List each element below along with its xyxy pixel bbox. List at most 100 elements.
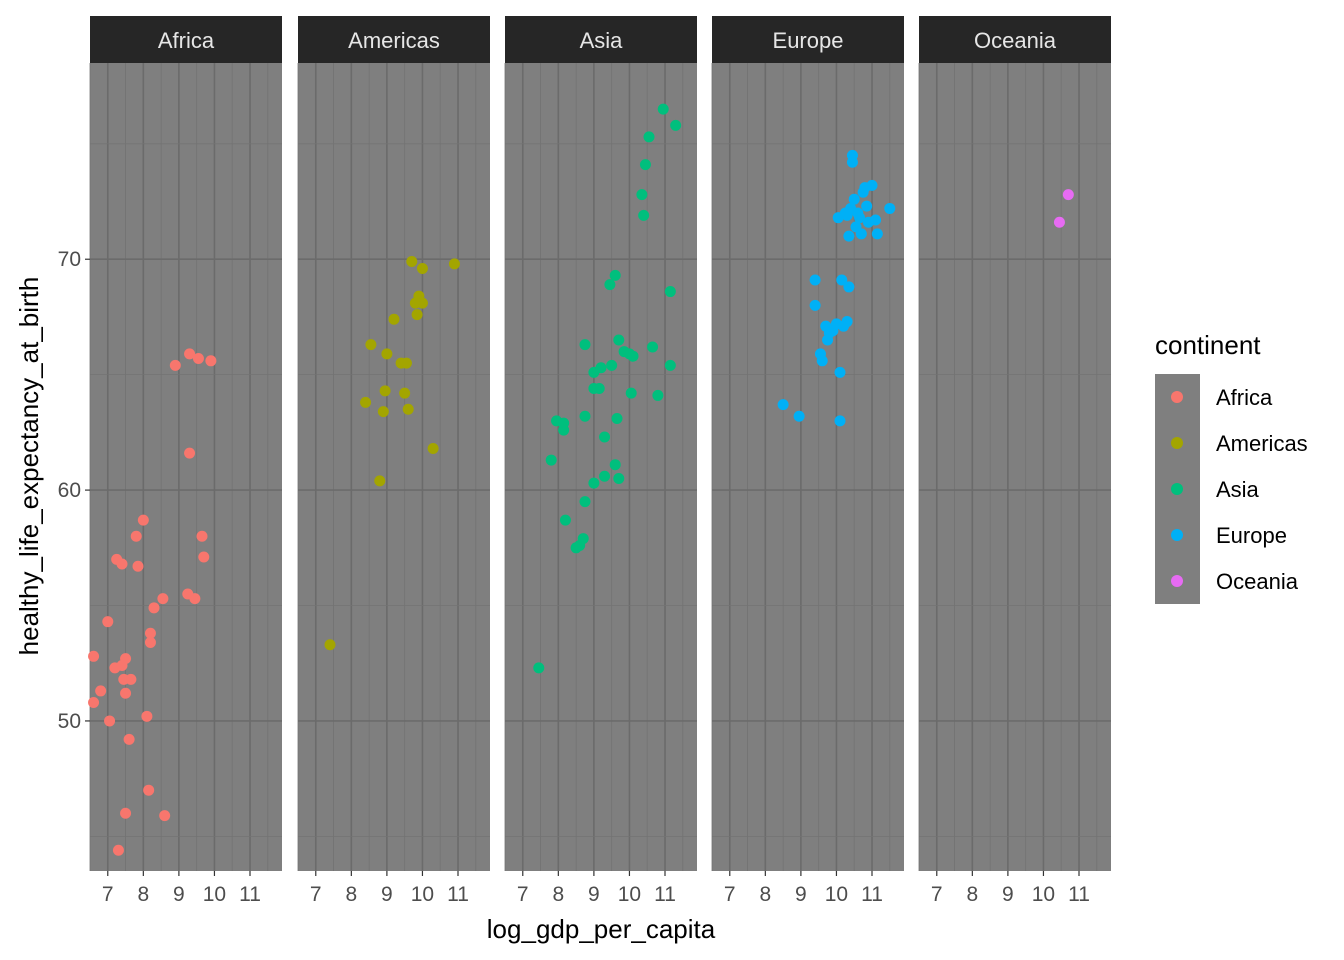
data-point	[184, 447, 196, 459]
data-point	[777, 399, 789, 411]
data-point	[137, 514, 149, 526]
data-point	[120, 653, 132, 665]
data-point	[402, 403, 414, 415]
legend-label: Asia	[1216, 477, 1260, 502]
data-point	[843, 230, 855, 242]
panel-background	[505, 63, 697, 871]
data-point	[125, 673, 137, 685]
data-point	[545, 454, 557, 466]
x-tick-label: 9	[173, 883, 185, 906]
data-point	[871, 228, 883, 240]
data-point	[816, 355, 828, 367]
data-point	[579, 339, 591, 351]
x-tick-label: 7	[310, 883, 322, 906]
data-point	[834, 366, 846, 378]
data-point	[427, 443, 439, 455]
x-axis-label: log_gdp_per_capita	[487, 914, 716, 944]
data-point	[657, 103, 669, 115]
x-tick-label: 10	[411, 883, 434, 906]
legend-label: Europe	[1216, 523, 1287, 548]
legend-title: continent	[1155, 330, 1261, 360]
y-tick-label: 70	[58, 248, 81, 271]
data-point	[120, 807, 132, 819]
data-point	[377, 406, 389, 418]
data-point	[588, 477, 600, 489]
data-point	[593, 383, 605, 395]
data-point	[379, 385, 391, 397]
data-point	[400, 357, 412, 369]
legend-key-americas	[1171, 437, 1183, 449]
data-point	[664, 359, 676, 371]
x-tick-label: 9	[1002, 883, 1014, 906]
data-point	[609, 269, 621, 281]
data-point	[116, 558, 128, 570]
panel-background	[90, 63, 282, 871]
x-tick-label: 11	[447, 883, 469, 906]
x-tick-label: 7	[724, 883, 736, 906]
x-tick-label: 11	[1068, 883, 1090, 906]
data-point	[198, 551, 210, 563]
data-point	[132, 560, 144, 572]
data-point	[636, 189, 648, 201]
data-point	[184, 348, 196, 360]
data-point	[809, 274, 821, 286]
data-point	[606, 359, 618, 371]
data-point	[102, 616, 114, 628]
data-point	[599, 470, 611, 482]
legend-label: Americas	[1216, 431, 1308, 456]
data-point	[639, 159, 651, 171]
data-point	[595, 362, 607, 374]
data-point	[189, 593, 201, 605]
data-point	[866, 179, 878, 191]
legend-label: Oceania	[1216, 569, 1299, 594]
x-tick-label: 11	[654, 883, 676, 906]
x-tick-label: 10	[203, 883, 226, 906]
data-point	[627, 350, 639, 362]
data-point	[104, 715, 116, 727]
facet-panel-africa: Africa 7 8 9 10 11	[88, 16, 282, 906]
data-point	[652, 389, 664, 401]
data-point	[123, 733, 135, 745]
data-point	[388, 313, 400, 325]
data-point	[855, 228, 867, 240]
facet-strip	[298, 16, 490, 63]
data-point	[846, 156, 858, 168]
data-point	[861, 200, 873, 212]
data-point	[205, 355, 217, 367]
x-tick-label: 9	[795, 883, 807, 906]
data-point	[374, 475, 386, 487]
facet-strip-label: Africa	[158, 28, 215, 53]
data-point	[1053, 216, 1065, 228]
facet-strip	[919, 16, 1111, 63]
data-point	[144, 627, 156, 639]
data-point	[664, 286, 676, 298]
facet-strip-label: Asia	[580, 28, 624, 53]
data-point	[577, 533, 589, 545]
x-tick-label: 11	[239, 883, 261, 906]
data-point	[558, 424, 570, 436]
data-point	[406, 256, 418, 268]
x-tick-label: 8	[137, 883, 149, 906]
data-point	[559, 514, 571, 526]
legend: continent Africa Americas Asia Europe Oceani…	[1155, 330, 1308, 604]
data-point	[1062, 189, 1074, 201]
data-point	[604, 279, 616, 291]
data-point	[88, 696, 100, 708]
panel-background	[919, 63, 1111, 871]
data-point	[613, 334, 625, 346]
facet-strip	[712, 16, 904, 63]
x-tick-label: 8	[345, 883, 357, 906]
data-point	[843, 281, 855, 293]
data-point	[112, 844, 124, 856]
legend-key-asia	[1171, 483, 1183, 495]
data-point	[834, 415, 846, 427]
data-point	[141, 710, 153, 722]
data-point	[870, 214, 882, 226]
x-tick-label: 7	[931, 883, 943, 906]
data-point	[192, 352, 204, 364]
data-point	[196, 530, 208, 542]
data-point	[841, 316, 853, 328]
facet-strip-label: Europe	[773, 28, 844, 53]
x-tick-label: 10	[825, 883, 848, 906]
data-point	[365, 339, 377, 351]
